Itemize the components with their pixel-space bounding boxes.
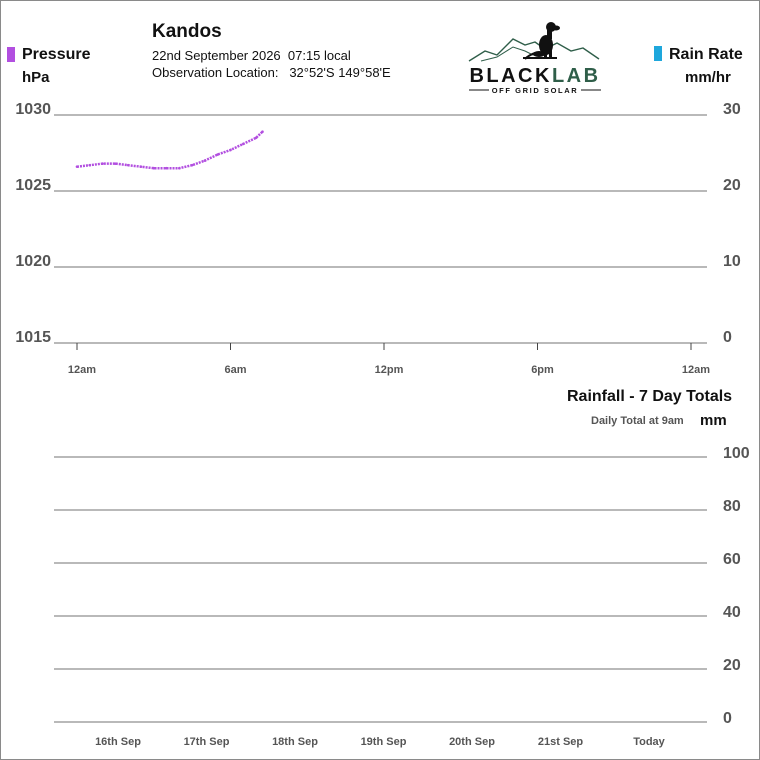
observation-date: 22nd September 2026 07:15 local [152, 48, 351, 63]
pressure-data-point [114, 162, 117, 165]
pressure-axis-tick: 1030 [15, 101, 51, 118]
blacklab-logo: BLACKLAB OFF GRID SOLAR [468, 22, 601, 95]
rainfall-chart-title: Rainfall - 7 Day Totals [567, 388, 733, 405]
dog-silhouette-icon [523, 22, 560, 60]
rainfall-category-label: 21st Sep [538, 736, 584, 748]
logo-brand-green: LAB [552, 65, 601, 87]
pressure-unit-label: hPa [22, 69, 50, 86]
pressure-data-point [88, 163, 92, 167]
mountain-outline-icon [468, 38, 600, 62]
pressure-data-point [203, 159, 207, 162]
pressure-data-point [261, 130, 264, 134]
pressure-data-point [165, 166, 168, 170]
rainfall-category-label: Today [633, 736, 665, 748]
pressure-legend-swatch [7, 47, 15, 62]
rainfall-chart-subtitle: Daily Total at 9am [591, 415, 684, 427]
location-label: Observation Location: [152, 65, 279, 80]
rainfall-unit-label: mm [700, 412, 727, 429]
rainfall-category-label: 18th Sep [272, 736, 318, 748]
pressure-data-point [216, 153, 220, 156]
pressure-series-line [76, 130, 264, 170]
logo-brand: BLACKLAB [469, 65, 600, 87]
x-axis-tick-label: 6pm [531, 364, 554, 376]
pressure-data-point [101, 162, 104, 165]
x-axis-tick-label: 12am [68, 364, 96, 376]
pressure-data-point [229, 148, 232, 152]
pressure-data-point [126, 163, 130, 167]
rain-rate-unit-label: mm/hr [685, 69, 731, 86]
rainfall-axis-tick: 100 [723, 445, 750, 462]
pressure-axis-tick: 1020 [15, 253, 51, 270]
station-title: Kandos [152, 21, 222, 42]
rainfall-category-label: 17th Sep [184, 736, 230, 748]
rainfall-category-label: 20th Sep [449, 736, 495, 748]
x-axis-tick-label: 12am [682, 364, 710, 376]
x-axis-tick-label: 6am [224, 364, 246, 376]
pressure-legend-label: Pressure [22, 46, 91, 63]
rainfall-axis-tick: 80 [723, 498, 741, 515]
rain-rate-axis-tick: 10 [723, 253, 741, 270]
pressure-data-point [139, 165, 143, 168]
x-axis-tick-label: 12pm [375, 364, 404, 376]
rain-rate-axis-tick: 30 [723, 101, 741, 118]
pressure-rain-chart: 1030 1025 1020 1015 30 20 10 0 12am 6am 12pm 6pm 12a… [15, 101, 741, 376]
rainfall-category-label: 16th Sep [95, 736, 141, 748]
rain-rate-legend-swatch [654, 46, 662, 61]
rain-rate-axis-tick: 20 [723, 177, 741, 194]
rain-rate-legend-label: Rain Rate [669, 46, 743, 63]
pressure-data-point [152, 166, 156, 170]
pressure-axis-tick: 1025 [15, 177, 51, 194]
rainfall-axis-tick: 40 [723, 604, 741, 621]
location-value: 32°52'S 149°58'E [289, 65, 391, 80]
pressure-data-point [254, 136, 258, 140]
rainfall-chart: 100 80 60 40 20 0 16th Sep 17th Sep 18th Sep 19th… [54, 445, 750, 748]
observation-location: Observation Location: 32°52'S 149°58'E [152, 65, 391, 80]
pressure-axis-tick: 1015 [15, 329, 51, 346]
pressure-data-point [75, 165, 79, 168]
rainfall-axis-tick: 60 [723, 551, 741, 568]
logo-tagline: OFF GRID SOLAR [492, 86, 579, 95]
pressure-data-point [178, 166, 181, 170]
pressure-data-point [241, 142, 245, 146]
pressure-data-point [190, 163, 194, 167]
rainfall-category-label: 19th Sep [361, 736, 407, 748]
rainfall-axis-tick: 20 [723, 657, 741, 674]
logo-brand-black: BLACK [469, 65, 552, 87]
rain-rate-axis-tick: 0 [723, 329, 732, 346]
rainfall-axis-tick: 0 [723, 710, 732, 727]
